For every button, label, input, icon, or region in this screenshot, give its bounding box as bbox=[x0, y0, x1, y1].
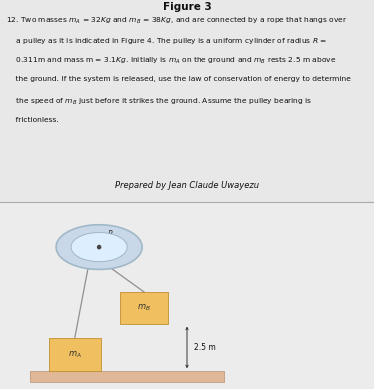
Text: 2.5 m: 2.5 m bbox=[194, 343, 216, 352]
Bar bbox=[49, 338, 101, 371]
Text: $m_A$: $m_A$ bbox=[68, 349, 82, 360]
Circle shape bbox=[97, 245, 101, 249]
Bar bbox=[30, 371, 224, 382]
Text: $m_B$: $m_B$ bbox=[137, 303, 151, 313]
Polygon shape bbox=[56, 225, 142, 270]
Text: 0.311m and mass m = 3.1$Kg$. Initially is $m_A$ on the ground and $m_B$ rests 2.: 0.311m and mass m = 3.1$Kg$. Initially i… bbox=[6, 56, 336, 66]
Text: Figure 3: Figure 3 bbox=[163, 2, 211, 12]
Text: a pulley as it is indicated in Figure 4. The pulley is a uniform cylinder of rad: a pulley as it is indicated in Figure 4.… bbox=[6, 36, 327, 46]
Text: frictionless.: frictionless. bbox=[6, 117, 58, 123]
Text: the ground. If the system is released, use the law of conservation of energy to : the ground. If the system is released, u… bbox=[6, 76, 350, 82]
Text: R: R bbox=[108, 230, 113, 239]
Bar bbox=[120, 292, 168, 324]
Text: 12. Two masses $m_A$ = 32$Kg$ and $m_B$ = 38$Kg$, and are connected by a rope th: 12. Two masses $m_A$ = 32$Kg$ and $m_B$ … bbox=[6, 16, 347, 26]
Text: Prepared by Jean Claude Uwayezu: Prepared by Jean Claude Uwayezu bbox=[115, 181, 259, 190]
Polygon shape bbox=[71, 233, 127, 262]
Text: the speed of $m_B$ just before it strikes the ground. Assume the pulley bearing : the speed of $m_B$ just before it strike… bbox=[6, 96, 312, 107]
Bar bbox=[0, 202, 374, 389]
